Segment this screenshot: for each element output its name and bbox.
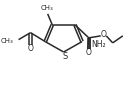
Text: NH₂: NH₂ bbox=[91, 40, 106, 49]
Text: CH₃: CH₃ bbox=[0, 38, 13, 44]
Text: O: O bbox=[86, 48, 92, 57]
Text: O: O bbox=[28, 44, 33, 53]
Text: S: S bbox=[63, 52, 68, 61]
Text: O: O bbox=[101, 30, 107, 39]
Text: CH₃: CH₃ bbox=[40, 5, 53, 11]
